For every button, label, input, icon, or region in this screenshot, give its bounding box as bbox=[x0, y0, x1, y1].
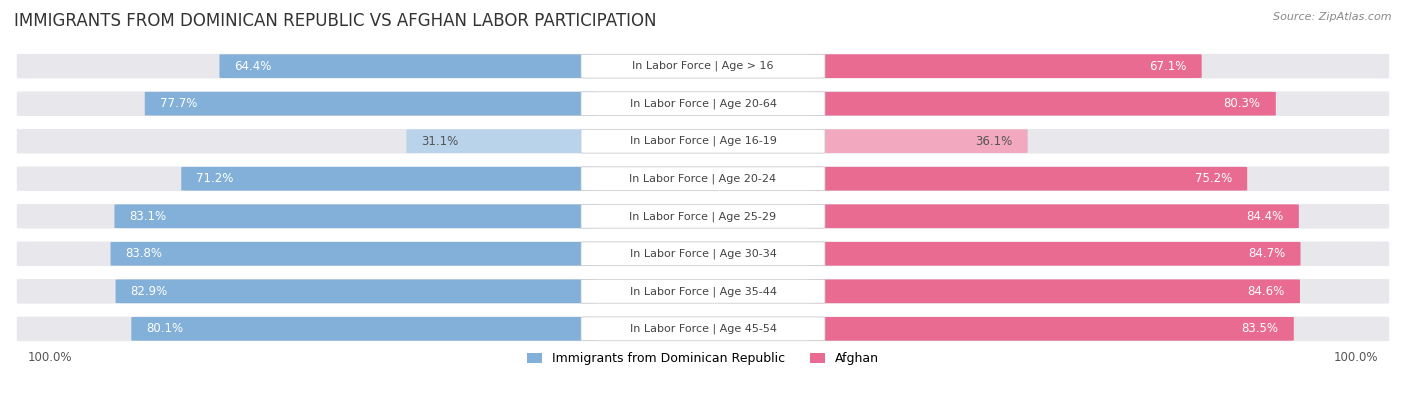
Text: In Labor Force | Age 45-54: In Labor Force | Age 45-54 bbox=[630, 324, 776, 334]
FancyBboxPatch shape bbox=[17, 204, 1389, 229]
FancyBboxPatch shape bbox=[581, 317, 825, 341]
Text: 84.4%: 84.4% bbox=[1247, 210, 1284, 223]
Text: 80.3%: 80.3% bbox=[1223, 97, 1261, 110]
FancyBboxPatch shape bbox=[406, 129, 598, 153]
FancyBboxPatch shape bbox=[581, 129, 825, 153]
Text: 82.9%: 82.9% bbox=[131, 285, 167, 298]
Text: In Labor Force | Age 20-24: In Labor Force | Age 20-24 bbox=[630, 173, 776, 184]
Text: Source: ZipAtlas.com: Source: ZipAtlas.com bbox=[1274, 12, 1392, 22]
FancyBboxPatch shape bbox=[581, 279, 825, 303]
FancyBboxPatch shape bbox=[581, 167, 825, 191]
Text: 100.0%: 100.0% bbox=[28, 351, 72, 364]
Text: 31.1%: 31.1% bbox=[422, 135, 458, 148]
Legend: Immigrants from Dominican Republic, Afghan: Immigrants from Dominican Republic, Afgh… bbox=[527, 352, 879, 365]
Text: 100.0%: 100.0% bbox=[1334, 351, 1378, 364]
FancyBboxPatch shape bbox=[145, 92, 598, 116]
Text: 84.7%: 84.7% bbox=[1249, 247, 1285, 260]
Text: In Labor Force | Age 20-64: In Labor Force | Age 20-64 bbox=[630, 98, 776, 109]
FancyBboxPatch shape bbox=[17, 91, 1389, 116]
FancyBboxPatch shape bbox=[808, 242, 1301, 266]
Text: 77.7%: 77.7% bbox=[160, 97, 197, 110]
FancyBboxPatch shape bbox=[114, 204, 598, 228]
FancyBboxPatch shape bbox=[17, 316, 1389, 341]
FancyBboxPatch shape bbox=[111, 242, 598, 266]
FancyBboxPatch shape bbox=[17, 279, 1389, 304]
Text: 83.1%: 83.1% bbox=[129, 210, 167, 223]
Text: 67.1%: 67.1% bbox=[1149, 60, 1187, 73]
Text: IMMIGRANTS FROM DOMINICAN REPUBLIC VS AFGHAN LABOR PARTICIPATION: IMMIGRANTS FROM DOMINICAN REPUBLIC VS AF… bbox=[14, 12, 657, 30]
FancyBboxPatch shape bbox=[115, 279, 598, 303]
FancyBboxPatch shape bbox=[17, 241, 1389, 266]
Text: In Labor Force | Age 35-44: In Labor Force | Age 35-44 bbox=[630, 286, 776, 297]
FancyBboxPatch shape bbox=[581, 204, 825, 228]
FancyBboxPatch shape bbox=[17, 166, 1389, 191]
Text: 80.1%: 80.1% bbox=[146, 322, 184, 335]
FancyBboxPatch shape bbox=[808, 317, 1294, 341]
Text: In Labor Force | Age 30-34: In Labor Force | Age 30-34 bbox=[630, 248, 776, 259]
Text: 83.5%: 83.5% bbox=[1241, 322, 1278, 335]
FancyBboxPatch shape bbox=[808, 92, 1275, 116]
Text: 75.2%: 75.2% bbox=[1195, 172, 1232, 185]
FancyBboxPatch shape bbox=[17, 129, 1389, 154]
FancyBboxPatch shape bbox=[808, 167, 1247, 191]
Text: In Labor Force | Age 16-19: In Labor Force | Age 16-19 bbox=[630, 136, 776, 147]
FancyBboxPatch shape bbox=[219, 54, 598, 78]
Text: 36.1%: 36.1% bbox=[976, 135, 1012, 148]
Text: In Labor Force | Age > 16: In Labor Force | Age > 16 bbox=[633, 61, 773, 71]
FancyBboxPatch shape bbox=[581, 92, 825, 116]
Text: 71.2%: 71.2% bbox=[197, 172, 233, 185]
FancyBboxPatch shape bbox=[808, 129, 1028, 153]
FancyBboxPatch shape bbox=[808, 54, 1202, 78]
FancyBboxPatch shape bbox=[581, 242, 825, 266]
FancyBboxPatch shape bbox=[581, 54, 825, 78]
FancyBboxPatch shape bbox=[808, 204, 1299, 228]
Text: 64.4%: 64.4% bbox=[235, 60, 271, 73]
Text: 84.6%: 84.6% bbox=[1247, 285, 1285, 298]
FancyBboxPatch shape bbox=[808, 279, 1301, 303]
FancyBboxPatch shape bbox=[17, 54, 1389, 79]
Text: 83.8%: 83.8% bbox=[125, 247, 163, 260]
Text: In Labor Force | Age 25-29: In Labor Force | Age 25-29 bbox=[630, 211, 776, 222]
FancyBboxPatch shape bbox=[131, 317, 598, 341]
FancyBboxPatch shape bbox=[181, 167, 598, 191]
